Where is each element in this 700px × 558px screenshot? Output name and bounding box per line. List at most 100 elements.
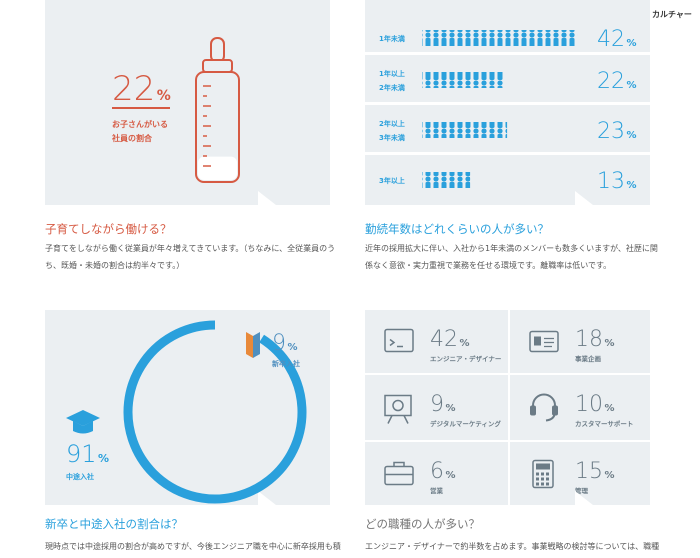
role-icon [530, 405, 536, 416]
body-text: エンジニア・デザイナーで約半数を占めます。事業戦略の検討等については、職種 [365, 541, 659, 551]
role-icon [532, 459, 554, 489]
role-value: 9 [430, 392, 444, 417]
stat-value: 91 [66, 440, 97, 468]
body-text: 子育てをしながら働く従業員が年々増えてきています。（ちなみに、全従業員のう [45, 243, 335, 253]
role-icon [387, 415, 409, 424]
role-label: 営業 [430, 486, 444, 495]
role-label: エンジニア・デザイナー [430, 354, 501, 363]
stat-label: 中途入社 [66, 472, 94, 481]
panel [510, 310, 650, 373]
ring-arc [123, 320, 307, 504]
percent-sign: % [627, 38, 637, 49]
role-icon [385, 461, 413, 476]
role-label: 事業企画 [575, 354, 602, 363]
percent-sign: % [157, 88, 171, 104]
role-icon [384, 394, 412, 417]
row-label: 3年以上 [379, 176, 405, 185]
role-icon [541, 472, 544, 476]
role-icon [536, 472, 539, 476]
role-label: 管理 [575, 486, 589, 495]
panel-notch [258, 191, 276, 205]
percent-sign: % [627, 180, 637, 191]
row-label: 2年未満 [379, 83, 405, 92]
role-value: 42 [430, 327, 458, 352]
role-icon [546, 482, 549, 486]
section-title: 勤続年数はどれくらいの人が多い？ [365, 222, 549, 236]
stat-label: 社員の割合 [111, 133, 153, 143]
role-icon [541, 482, 544, 486]
stat-label: お子さんがいる [112, 119, 168, 129]
role-icon [536, 463, 550, 470]
panel [365, 310, 508, 373]
section-title: 新卒と中途入社の割合は？ [45, 517, 183, 531]
row-label: 2年以上 [379, 119, 405, 128]
role-icon [536, 482, 539, 486]
section-title: 子育てしながら働ける？ [45, 222, 172, 236]
role-icon [544, 337, 554, 348]
role-icon [546, 472, 549, 476]
stat-value: 22 [112, 69, 155, 109]
body-text: 係なく意欲・実力重視で業務を任せる環境です。離職率は低いです。 [365, 260, 611, 270]
beginner-icon [253, 332, 260, 358]
panel-notch [575, 191, 593, 205]
row-value: 23 [597, 119, 625, 144]
role-icon [546, 477, 549, 481]
percent-sign: % [627, 80, 637, 91]
body-text: ち、既婚・未婚の割合は約半々です。） [45, 260, 184, 270]
panel [365, 442, 508, 505]
role-label: カスタマーサポート [575, 419, 633, 428]
role-icon [536, 477, 539, 481]
nav-link[interactable]: カルチャー [652, 10, 692, 19]
role-icon [389, 338, 403, 348]
role-value: 6 [430, 459, 444, 484]
role-icon [529, 330, 559, 353]
bottle-body [195, 71, 240, 183]
row-label: 3年未満 [379, 133, 405, 142]
percent-sign: % [446, 403, 456, 414]
panel-notch [258, 491, 276, 505]
people-bar [422, 72, 504, 88]
row-label: 1年未満 [379, 34, 405, 43]
row-value: 42 [597, 27, 625, 52]
body-text: 近年の採用拡大に伴い、入社から1年未満のメンバーも数多くいますが、社歴に関 [365, 243, 658, 253]
percent-sign: % [605, 470, 615, 481]
percent-sign: % [460, 338, 470, 349]
panel [365, 375, 508, 440]
role-value: 18 [575, 327, 603, 352]
role-value: 15 [575, 459, 603, 484]
role-icon [384, 328, 414, 353]
stat-label: 新卒入社 [272, 359, 300, 368]
panel-notch [575, 491, 593, 505]
row-value: 22 [597, 69, 625, 94]
bottle-collar [202, 59, 233, 73]
panel [365, 55, 650, 102]
percent-sign: % [627, 130, 637, 141]
panel [45, 0, 330, 205]
role-icon [541, 477, 544, 481]
percent-sign: % [605, 338, 615, 349]
role-icon [392, 399, 404, 412]
beginner-icon [246, 332, 253, 358]
role-icon [384, 465, 414, 486]
row-label: 1年以上 [379, 69, 405, 78]
role-icon [552, 405, 558, 416]
bottle-fill [198, 156, 237, 180]
stat-value: 9 [272, 331, 286, 356]
people-bar [422, 172, 471, 188]
panel [365, 155, 650, 205]
section-title: どの職種の人が多い？ [365, 517, 480, 531]
role-value: 10 [575, 392, 603, 417]
people-bar [422, 30, 578, 46]
role-label: デジタルマーケティング [430, 419, 501, 428]
percent-sign: % [288, 342, 298, 353]
people-bar [422, 122, 508, 138]
percent-sign: % [98, 452, 109, 465]
percent-sign: % [605, 403, 615, 414]
role-icon [534, 336, 541, 346]
row-value: 13 [597, 169, 625, 194]
body-text: 現時点では中途採用の割合が高めですが、今後エンジニア職を中心に新卒採用も積 [45, 541, 341, 551]
cap-icon [73, 421, 93, 434]
percent-sign: % [446, 470, 456, 481]
